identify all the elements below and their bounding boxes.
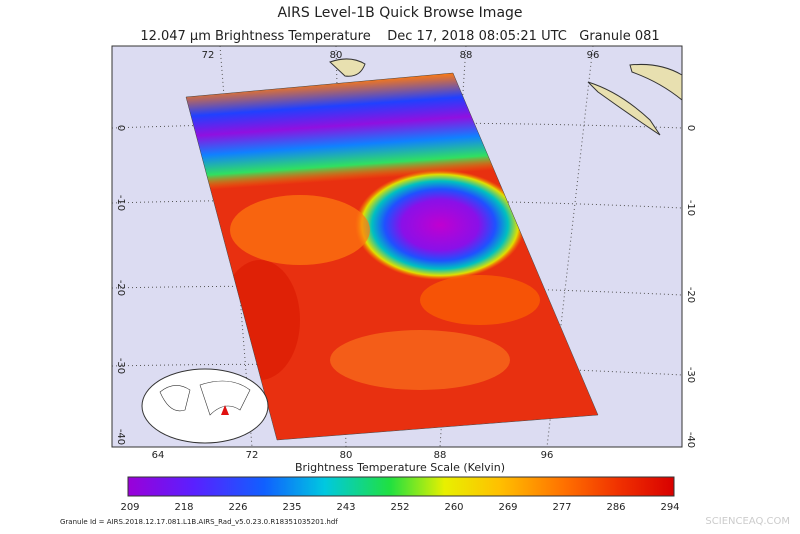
- colorbar-tick-label: 243: [336, 502, 355, 513]
- lat-label: -30: [685, 367, 696, 383]
- colorbar-tick-label: 218: [174, 502, 193, 513]
- lon-label: 72: [202, 50, 215, 61]
- lat-label: 0: [685, 125, 696, 131]
- colorbar: [127, 476, 675, 497]
- colorbar-tick-label: 294: [660, 502, 679, 513]
- lat-label: -40: [115, 429, 126, 445]
- lat-label: -40: [685, 432, 696, 448]
- swath: [186, 73, 598, 440]
- watermark: SCIENCEAQ.COM: [705, 516, 790, 527]
- land: [329, 58, 366, 77]
- title: AIRS Level-1B Quick Browse Image: [277, 5, 522, 21]
- lat-label: -10: [115, 195, 126, 211]
- colorbar-tick-label: 235: [282, 502, 301, 513]
- land: [629, 64, 683, 102]
- lat-label: -10: [685, 200, 696, 216]
- land: [587, 81, 661, 136]
- lon-label: 72: [246, 450, 259, 461]
- lat-label: -20: [685, 287, 696, 303]
- colorbar-tick-label: 252: [390, 502, 409, 513]
- lon-label: 80: [330, 50, 343, 61]
- lon-label: 96: [541, 450, 554, 461]
- granule-id: Granule Id = AIRS.2018.12.17.081.L1B.AIR…: [60, 518, 338, 526]
- colorbar-tick-label: 286: [606, 502, 625, 513]
- colorbar-title: Brightness Temperature Scale (Kelvin): [295, 461, 505, 474]
- lon-label: 88: [460, 50, 473, 61]
- lon-label: 88: [434, 450, 447, 461]
- colorbar-tick-label: 209: [120, 502, 139, 513]
- lon-label: 80: [340, 450, 353, 461]
- map: [111, 45, 683, 448]
- colorbar-tick-label: 269: [498, 502, 517, 513]
- lon-label: 64: [152, 450, 165, 461]
- colorbar-tick-label: 226: [228, 502, 247, 513]
- lat-label: -30: [115, 358, 126, 374]
- lon-label: 96: [587, 50, 600, 61]
- lat-label: 0: [115, 125, 126, 131]
- swath-outline: [185, 72, 599, 441]
- colorbar-tick-label: 260: [444, 502, 463, 513]
- colorbar-tick-label: 277: [552, 502, 571, 513]
- inset-globe: [141, 368, 269, 444]
- subtitle: 12.047 μm Brightness Temperature Dec 17,…: [140, 29, 659, 44]
- lat-label: -20: [115, 280, 126, 296]
